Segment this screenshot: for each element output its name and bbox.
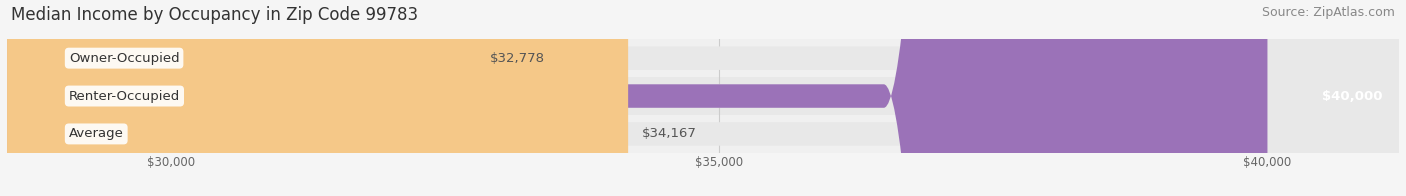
FancyBboxPatch shape <box>7 0 628 196</box>
Text: Source: ZipAtlas.com: Source: ZipAtlas.com <box>1261 6 1395 19</box>
FancyBboxPatch shape <box>7 0 1399 196</box>
Text: Median Income by Occupancy in Zip Code 99783: Median Income by Occupancy in Zip Code 9… <box>11 6 419 24</box>
Bar <box>7 39 1399 77</box>
Text: $32,778: $32,778 <box>489 52 544 65</box>
FancyBboxPatch shape <box>7 0 1267 196</box>
Text: Renter-Occupied: Renter-Occupied <box>69 90 180 103</box>
Text: Owner-Occupied: Owner-Occupied <box>69 52 180 65</box>
Bar <box>7 115 1399 153</box>
FancyBboxPatch shape <box>7 0 1399 196</box>
FancyBboxPatch shape <box>7 0 475 196</box>
FancyBboxPatch shape <box>7 0 1399 196</box>
Text: $34,167: $34,167 <box>643 127 697 140</box>
Bar <box>7 77 1399 115</box>
Text: $40,000: $40,000 <box>1322 90 1382 103</box>
Text: Average: Average <box>69 127 124 140</box>
